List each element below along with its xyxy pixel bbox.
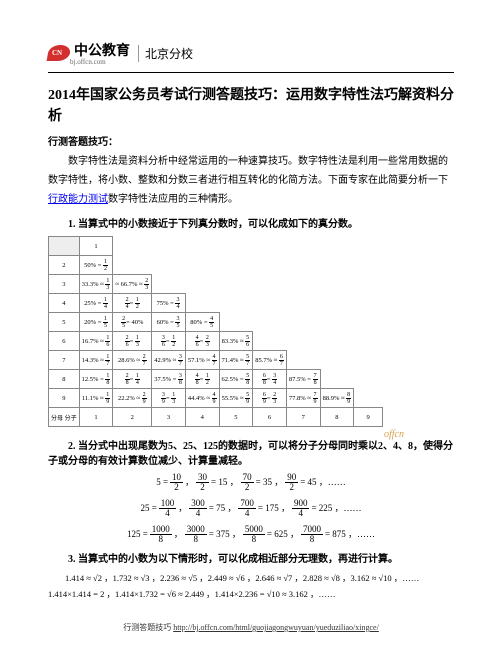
table-cell: 88.9% ≈ 89 xyxy=(320,389,354,408)
table-cell: 55.5% ≈ 59 xyxy=(219,389,253,408)
table-cell: 39= 13 xyxy=(152,389,186,408)
col-footer: 1 xyxy=(79,408,113,427)
intro-paragraph: 数字特性法是资料分析中经常运用的一种速算技巧。数字特性法是利用一些常用数据的数字… xyxy=(48,152,454,209)
col-footer: 7 xyxy=(286,408,320,427)
table-cell: 87.5% = 78 xyxy=(286,370,320,389)
row-header: 5 xyxy=(49,313,80,332)
col-footer: 8 xyxy=(320,408,354,427)
page-title: 2014年国家公务员考试行测答题技巧：运用数字特性法巧解资料分析 xyxy=(48,85,454,127)
table-cell: 50% = 12 xyxy=(79,256,113,275)
row-header: 2 xyxy=(49,256,80,275)
col-footer: 6 xyxy=(253,408,287,427)
table-cell: 28= 14 xyxy=(113,370,152,389)
row-header: 8 xyxy=(49,370,80,389)
watermark: offcn xyxy=(384,429,404,440)
intro-text-a: 数字特性法是资料分析中经常运用的一种速算技巧。数字特性法是利用一些常用数据的数字… xyxy=(48,156,448,186)
table-cell: 80% = 45 xyxy=(185,313,219,332)
table-cell: 37.5% = 38 xyxy=(152,370,186,389)
table-cell: 33.3% ≈ 13 xyxy=(79,275,113,294)
equation-row-3: 125 =10008，30008= 375 ，50008= 625 ，70008… xyxy=(48,525,454,545)
table-cell: 57.1% ≈ 47 xyxy=(185,351,219,370)
row-header: 3 xyxy=(49,275,80,294)
equation-row-2: 25 =1004，3004= 75 ，7004= 175 ，9004= 225 … xyxy=(48,499,454,519)
footer-label: 行测答题技巧 xyxy=(123,623,173,632)
table-cell: 25% = 14 xyxy=(79,294,113,313)
logo-mark: 中公教育 bj.offcn.com xyxy=(48,40,130,66)
col-header: 1 xyxy=(79,237,113,256)
sqrt-equations: 1.414 ≈ √2 ，1.732 ≈ √3 ，2.236 ≈ √5 ，2.44… xyxy=(48,571,454,602)
table-cell: 36= 12 xyxy=(152,332,186,351)
table-cell: 12.5% = 18 xyxy=(79,370,113,389)
rule-3: 3. 当算式中的小数为以下情形时，可以化成相近部分无理数，再进行计算。 xyxy=(48,550,454,565)
header-logo: 中公教育 bj.offcn.com 北京分校 xyxy=(48,40,454,66)
rule-2: 2. 当分式中出现尾数为5、25、125的数据时，可以将分子分母同时乘以2、4、… xyxy=(48,437,454,467)
branch-label: 北京分校 xyxy=(138,45,193,62)
fraction-table: 1250% = 12333.3% ≈ 13≈ 66.7% ≈ 23425% = … xyxy=(48,236,383,427)
table-cell: 75% = 34 xyxy=(152,294,186,313)
table-cell: 22.2% ≈ 29 xyxy=(113,389,152,408)
table-cell: 60% = 35 xyxy=(152,313,186,332)
table-cell: 85.7% ≈ 67 xyxy=(253,351,287,370)
table-cell: 14.3% ≈ 17 xyxy=(79,351,113,370)
col-footer: 2 xyxy=(113,408,152,427)
footer-url: http://bj.offcn.com/html/guojiagongwuyua… xyxy=(173,623,379,632)
intro-text-b: 数字特性法应用的三种情形。 xyxy=(108,194,238,205)
table-cell: 25= 40% xyxy=(113,313,152,332)
header-divider xyxy=(48,72,454,73)
axis-label: 分母 分子 xyxy=(49,408,80,427)
table-cell: 44.4% ≈ 49 xyxy=(185,389,219,408)
table-cell: 71.4% ≈ 57 xyxy=(219,351,253,370)
table-cell: 46= 23 xyxy=(185,332,219,351)
table-cell: 62.5% = 58 xyxy=(219,370,253,389)
table-cell: 48= 12 xyxy=(185,370,219,389)
table-cell: 26= 13 xyxy=(113,332,152,351)
section-label: 行测答题技巧： xyxy=(48,133,454,148)
table-cell: 42.9% ≈ 37 xyxy=(152,351,186,370)
col-footer: 4 xyxy=(185,408,219,427)
table-cell: 69= 23 xyxy=(253,389,287,408)
col-footer: 9 xyxy=(354,408,383,427)
row-header: 7 xyxy=(49,351,80,370)
intro-link[interactable]: 行政能力测试 xyxy=(48,194,108,205)
col-footer: 5 xyxy=(219,408,253,427)
table-cell: 68= 34 xyxy=(253,370,287,389)
logo-icon xyxy=(47,45,72,61)
table-cell: ≈ 66.7% ≈ 23 xyxy=(113,275,152,294)
col-footer: 3 xyxy=(152,408,186,427)
page-footer: 行测答题技巧 http://bj.offcn.com/html/guojiago… xyxy=(48,622,454,633)
table-cell: 28.6% ≈ 27 xyxy=(113,351,152,370)
equation-row-1: 5 =102，302= 15 ，702= 35 ，902= 45 ，…… xyxy=(48,473,454,493)
table-cell: 24= 12 xyxy=(113,294,152,313)
row-header: 9 xyxy=(49,389,80,408)
table-cell: 11.1% ≈ 19 xyxy=(79,389,113,408)
table-cell: 83.3% ≈ 56 xyxy=(219,332,253,351)
table-cell: 16.7% ≈ 16 xyxy=(79,332,113,351)
brand-name: 中公教育 xyxy=(74,40,130,60)
row-header: 4 xyxy=(49,294,80,313)
row-header: 6 xyxy=(49,332,80,351)
rule-1: 1. 当算式中的小数接近于下列真分数时，可以化成如下的真分数。 xyxy=(48,215,454,230)
table-cell: 20% = 15 xyxy=(79,313,113,332)
table-cell: 77.8% ≈ 79 xyxy=(286,389,320,408)
